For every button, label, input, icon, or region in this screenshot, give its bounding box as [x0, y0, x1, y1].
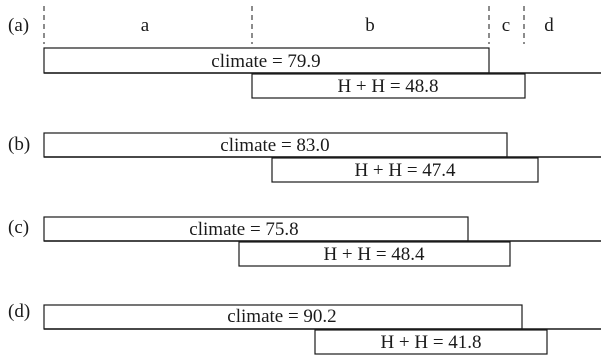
panel-label: (d) [8, 301, 30, 322]
climate-bar [43, 304, 523, 330]
panel-label: (a) [8, 15, 29, 36]
hh-bar [271, 157, 539, 183]
region-label-d: d [544, 15, 554, 36]
hh-bar [238, 241, 511, 267]
panel-b: (b) climate = 83.0 H + H = 47.4 [8, 132, 601, 183]
climate-bar [43, 47, 490, 74]
hh-label: H + H = 47.4 [354, 160, 456, 181]
region-header: a b c d [43, 6, 554, 44]
climate-label: climate = 75.8 [189, 219, 298, 240]
climate-label: climate = 79.9 [211, 51, 320, 72]
hh-label: H + H = 41.8 [380, 332, 481, 353]
region-label-b: b [365, 15, 375, 36]
region-label-a: a [141, 15, 150, 36]
hh-bar [251, 73, 526, 99]
hh-label: H + H = 48.4 [323, 244, 425, 265]
climate-label: climate = 83.0 [220, 135, 329, 156]
panel-label: (c) [8, 217, 29, 238]
hh-label: H + H = 48.8 [337, 76, 438, 97]
panel-d: (d) climate = 90.2 H + H = 41.8 [8, 301, 601, 355]
panel-label: (b) [8, 134, 30, 155]
panel-a: (a) climate = 79.9 H + H = 48.8 [8, 15, 601, 99]
climate-label: climate = 90.2 [227, 306, 336, 327]
panel-c: (c) climate = 75.8 H + H = 48.4 [8, 216, 601, 267]
hh-bar [314, 329, 548, 355]
region-label-c: c [502, 15, 510, 36]
